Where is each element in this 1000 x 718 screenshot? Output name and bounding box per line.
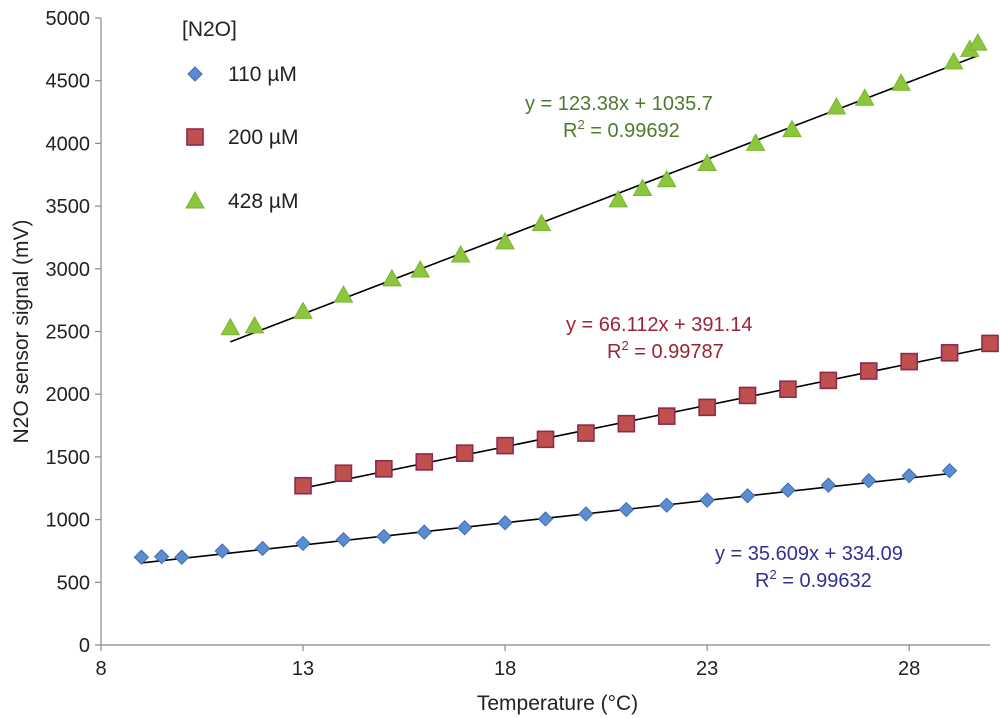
data-point-diamond xyxy=(214,543,230,559)
y-tick-label: 2500 xyxy=(46,322,91,344)
data-point-square xyxy=(738,386,757,405)
x-tick-label: 28 xyxy=(898,658,920,680)
data-point-triangle xyxy=(244,315,265,334)
data-point-square xyxy=(859,362,878,380)
data-point-diamond xyxy=(133,549,150,565)
r-squared-label: R2 = 0.99692 xyxy=(563,117,680,142)
legend-title: [N2O] xyxy=(182,18,237,41)
data-point-diamond xyxy=(861,473,877,489)
data-point-triangle xyxy=(410,260,431,278)
data-point-diamond xyxy=(739,488,756,504)
data-point-diamond xyxy=(901,468,917,484)
data-point-triangle xyxy=(826,97,847,115)
legend-label: 200 µM xyxy=(228,126,298,149)
trendline-triangle xyxy=(230,54,979,343)
y-tick-label: 1500 xyxy=(46,447,91,469)
x-axis-title: Temperature (°C) xyxy=(477,692,638,715)
data-point-triangle xyxy=(891,73,911,91)
x-tick-label: 8 xyxy=(95,658,106,680)
trendline-equation: y = 123.38x + 1035.7 xyxy=(525,93,713,115)
data-point-square xyxy=(819,371,838,390)
data-point-square xyxy=(617,414,636,433)
data-point-triangle xyxy=(656,169,677,188)
data-point-diamond xyxy=(497,515,513,531)
r-squared-label: R2 = 0.99632 xyxy=(755,567,872,592)
data-point-diamond xyxy=(295,535,311,552)
r-squared-label: R2 = 0.99787 xyxy=(607,338,724,363)
data-point-diamond xyxy=(659,497,675,513)
x-tick-label: 13 xyxy=(292,658,314,680)
y-tick-label: 4500 xyxy=(46,71,91,93)
x-tick-label: 18 xyxy=(494,658,516,680)
data-point-triangle xyxy=(608,189,629,208)
y-axis-title: N2O sensor signal (mV) xyxy=(10,219,33,443)
data-point-triangle xyxy=(943,51,964,70)
data-point-diamond xyxy=(456,520,473,536)
data-point-square xyxy=(334,464,353,483)
data-point-square xyxy=(455,444,474,462)
data-point-square xyxy=(657,407,676,425)
data-point-triangle xyxy=(854,88,875,106)
x-tick-label: 23 xyxy=(696,658,718,680)
trendline-equation: y = 35.609x + 334.09 xyxy=(715,543,903,565)
data-markers xyxy=(133,33,999,565)
data-point-triangle xyxy=(382,268,402,287)
legend-marker-diamond xyxy=(187,66,203,82)
y-tick-label: 3500 xyxy=(46,196,91,218)
data-point-diamond xyxy=(537,511,554,527)
y-tick-label: 0 xyxy=(79,635,90,657)
data-point-diamond xyxy=(416,524,432,540)
data-point-diamond xyxy=(335,531,352,548)
data-point-diamond xyxy=(941,462,958,479)
data-point-triangle xyxy=(450,244,471,263)
data-point-diamond xyxy=(578,506,594,522)
legend-label: 110 µM xyxy=(228,63,297,86)
trendline-square xyxy=(302,346,991,489)
data-point-square xyxy=(496,436,514,455)
trendline-equation: y = 66.112x + 391.14 xyxy=(566,314,752,336)
data-point-square xyxy=(577,424,595,442)
data-point-triangle xyxy=(697,153,717,171)
data-point-triangle xyxy=(531,213,552,232)
data-point-triangle xyxy=(632,178,653,197)
y-tick-label: 4000 xyxy=(46,133,91,155)
legend-marker-square xyxy=(186,128,204,146)
legend: [N2O] 110 µM 200 µM 428 µM xyxy=(182,18,298,213)
y-tick-label: 3000 xyxy=(46,259,91,281)
y-tick-label: 5000 xyxy=(46,8,91,30)
data-point-triangle xyxy=(333,285,354,303)
data-point-square xyxy=(940,344,959,362)
data-point-square xyxy=(779,380,797,398)
data-point-diamond xyxy=(820,477,837,493)
data-point-diamond xyxy=(780,482,796,498)
data-point-diamond xyxy=(699,492,715,508)
data-point-square xyxy=(375,460,393,478)
axes: 0 500 1000 1500 2000 2500 3000 3500 4000 4500 5000… xyxy=(10,8,990,715)
y-tick-label: 1000 xyxy=(46,510,91,532)
y-tick-label: 500 xyxy=(57,572,90,594)
data-point-triangle xyxy=(220,317,241,336)
data-point-diamond xyxy=(376,528,392,545)
data-point-square xyxy=(536,430,555,449)
data-point-square xyxy=(294,476,312,495)
data-point-square xyxy=(415,453,434,471)
legend-marker-triangle xyxy=(185,190,205,209)
data-point-triangle xyxy=(495,231,515,250)
data-point-square xyxy=(981,334,999,353)
data-point-diamond xyxy=(254,540,271,557)
data-point-square xyxy=(698,398,716,417)
data-point-diamond xyxy=(618,501,635,518)
data-point-diamond xyxy=(174,549,190,565)
data-point-square xyxy=(900,352,918,371)
legend-label: 428 µM xyxy=(228,190,298,213)
data-point-triangle xyxy=(293,301,313,319)
y-tick-label: 2000 xyxy=(46,384,91,406)
data-point-triangle xyxy=(745,133,766,151)
data-point-triangle xyxy=(968,33,988,51)
data-point-triangle xyxy=(782,119,802,138)
data-point-diamond xyxy=(153,548,170,565)
